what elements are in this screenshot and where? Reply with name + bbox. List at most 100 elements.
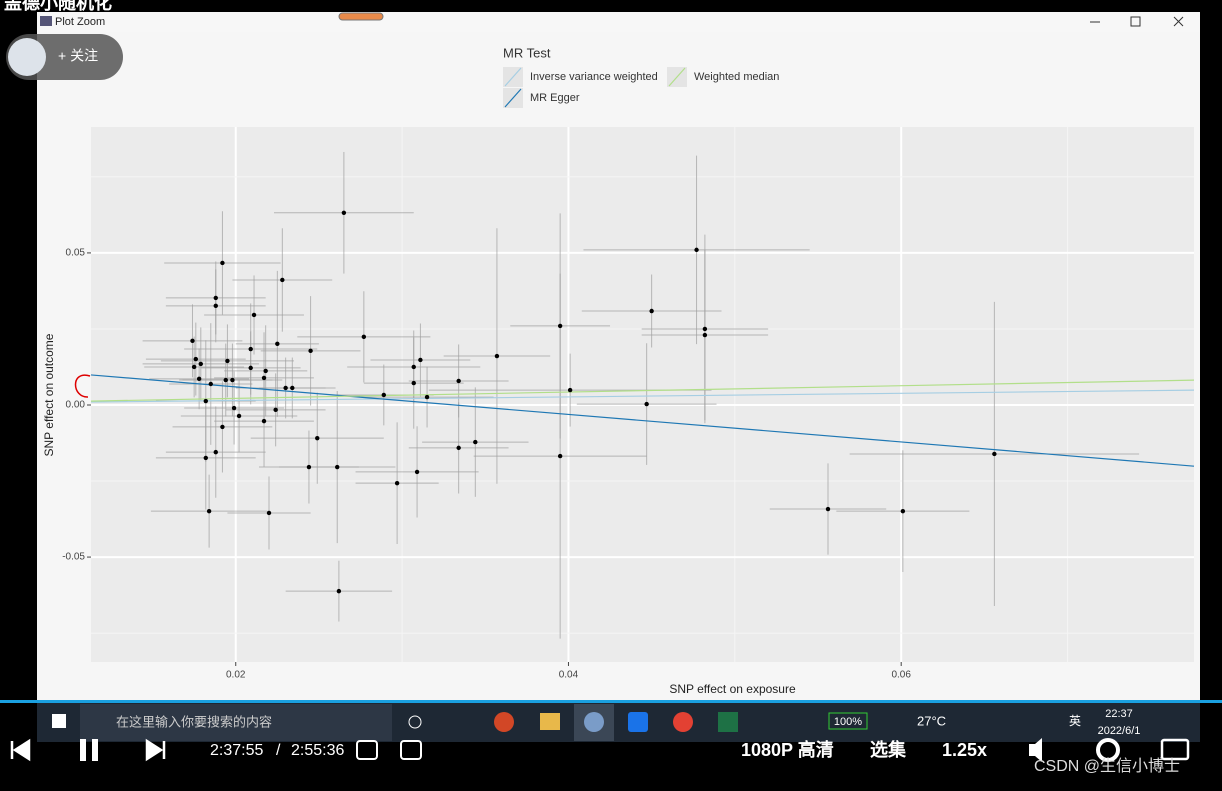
point xyxy=(414,469,420,475)
point xyxy=(900,508,906,514)
battery: 100% xyxy=(834,716,862,728)
watermark: CSDN @生信小博士 xyxy=(1034,757,1180,775)
pause-bar[interactable] xyxy=(80,739,86,761)
point xyxy=(263,368,268,374)
legend-title: MR Test xyxy=(503,45,551,60)
volume[interactable] xyxy=(1029,738,1042,762)
point xyxy=(644,401,649,407)
maximize[interactable] xyxy=(1130,16,1141,27)
point xyxy=(411,380,416,386)
legend-swatch xyxy=(504,88,522,108)
x-tick-label: 0.04 xyxy=(559,670,579,681)
point xyxy=(825,506,831,512)
point xyxy=(203,455,208,461)
danmaku-settings[interactable] xyxy=(400,740,422,760)
battery-box xyxy=(828,712,868,730)
x-tick-label: 0.02 xyxy=(226,670,246,681)
point xyxy=(992,451,997,457)
quality[interactable]: 1080P 高清 xyxy=(741,739,834,760)
point xyxy=(567,387,573,393)
point xyxy=(456,445,461,451)
x-tick-label: 0.06 xyxy=(891,670,911,681)
point xyxy=(273,407,278,413)
legend-label: Weighted median xyxy=(694,71,779,83)
time-total: 2:55:36 xyxy=(291,742,344,759)
point xyxy=(702,332,708,338)
cortana[interactable] xyxy=(408,715,422,729)
point xyxy=(694,247,699,253)
time-current: 2:37:55 xyxy=(210,742,263,759)
point xyxy=(193,356,199,362)
legend-swatch xyxy=(668,67,686,87)
point xyxy=(208,381,213,387)
point xyxy=(494,353,500,359)
point xyxy=(336,588,342,594)
point xyxy=(225,358,230,364)
date: 2022/6/1 xyxy=(1098,725,1141,737)
speed[interactable]: 1.25x xyxy=(942,740,987,760)
point xyxy=(361,334,367,340)
follow-button[interactable]: + 关注 xyxy=(58,48,98,64)
app-excel[interactable] xyxy=(718,712,738,732)
point xyxy=(341,210,347,215)
legend-label: Inverse variance weighted xyxy=(530,71,658,83)
fullscreen[interactable] xyxy=(1160,738,1190,761)
point xyxy=(473,439,478,445)
point xyxy=(308,348,313,354)
window-icon xyxy=(40,16,52,26)
title-bar xyxy=(37,12,1200,32)
x-axis-label: SNP effect on exposure xyxy=(669,682,796,696)
point xyxy=(315,435,320,441)
point xyxy=(702,326,708,332)
app-chrome[interactable] xyxy=(673,712,693,732)
point xyxy=(248,346,253,352)
search-text: 在这里输入你要搜索的内容 xyxy=(116,714,272,729)
point xyxy=(411,364,416,370)
point xyxy=(236,413,242,419)
settings[interactable] xyxy=(1096,738,1120,762)
app-r[interactable] xyxy=(584,712,604,732)
point xyxy=(213,295,218,301)
point xyxy=(213,449,218,455)
point xyxy=(456,378,461,384)
point xyxy=(283,385,288,391)
pause-bar[interactable] xyxy=(92,739,98,761)
point xyxy=(418,357,423,363)
point xyxy=(280,277,285,283)
video-title: 盖德小随机化 xyxy=(4,0,112,13)
point xyxy=(306,464,312,470)
point xyxy=(335,464,340,470)
annotation-bracket xyxy=(74,374,91,398)
app-other[interactable] xyxy=(628,712,648,732)
ime: 英 xyxy=(1069,714,1081,728)
point xyxy=(248,365,253,371)
y-tick-label: -0.05 xyxy=(62,552,85,563)
point xyxy=(198,361,204,367)
episodes[interactable]: 选集 xyxy=(870,739,907,760)
close[interactable] xyxy=(1173,16,1184,27)
avatar xyxy=(8,38,46,76)
app-ppt[interactable] xyxy=(494,712,514,732)
app-explorer[interactable] xyxy=(540,713,560,730)
next-button[interactable] xyxy=(145,738,166,762)
legend-swatch xyxy=(504,67,522,87)
point xyxy=(261,418,267,424)
point xyxy=(196,376,202,382)
search-box[interactable] xyxy=(80,704,392,741)
point xyxy=(220,424,225,430)
time-separator: / xyxy=(276,742,281,759)
start-button[interactable] xyxy=(52,714,66,728)
point xyxy=(223,377,228,383)
point xyxy=(190,338,195,344)
prev-button[interactable] xyxy=(10,738,31,762)
danmaku-toggle[interactable] xyxy=(356,740,378,760)
regression-line xyxy=(90,389,1195,403)
regression-line xyxy=(90,379,1195,402)
point xyxy=(394,480,400,486)
point xyxy=(261,375,267,381)
point xyxy=(220,260,225,266)
plot: 0.02 0.04 0.06 -0.05 0.00 0.05 SNP effect on e… xyxy=(42,45,1195,696)
progress-bar xyxy=(0,700,1222,703)
point xyxy=(230,377,235,383)
